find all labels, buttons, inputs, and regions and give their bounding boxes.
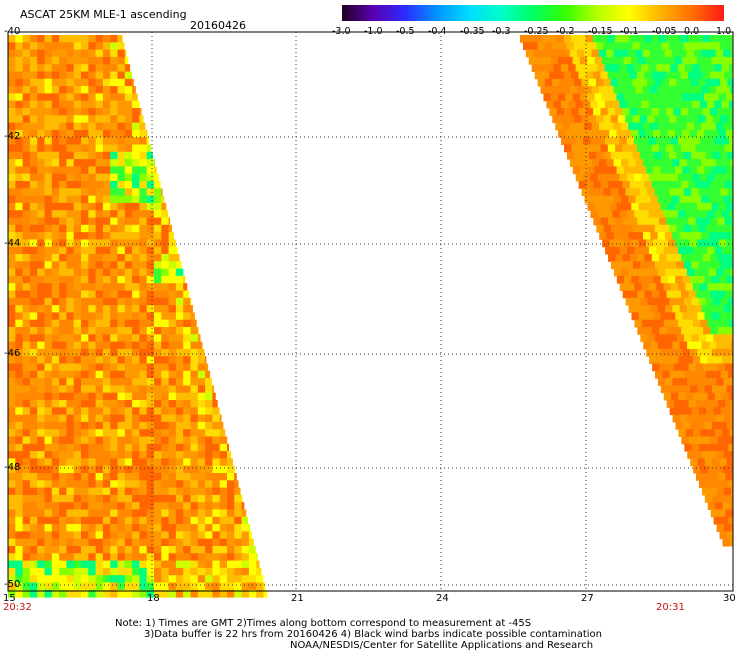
lat-label: -48 [4,462,21,473]
lat-label: -42 [4,131,21,142]
colorbar-gradient [342,5,724,21]
note-line-1: Note: 1) Times are GMT 2)Times along bot… [115,618,532,629]
lon-label: 27 [581,593,594,604]
right-time-label: 20:31 [656,602,685,613]
lat-label: -40 [4,26,21,37]
note-line-2: 3)Data buffer is 22 hrs from 20160426 4)… [144,629,602,640]
note-line-3: NOAA/NESDIS/Center for Satellite Applica… [290,640,594,651]
swath-right [520,35,734,547]
lat-label: -50 [4,579,21,590]
colorbar [342,5,724,21]
lat-label: -44 [4,238,21,249]
lon-label: 24 [436,593,449,604]
lon-label: 21 [291,593,304,604]
lat-label: -46 [4,348,21,359]
lon-label: 15 [3,593,16,604]
lon-label: 30 [723,593,736,604]
swath-left [8,35,268,598]
product-title: ASCAT 25KM MLE-1 ascending [20,8,187,21]
map-frame [7,31,734,592]
product-date: 20160426 [190,19,246,32]
lon-label: 18 [147,593,160,604]
left-time-label: 20:32 [3,602,32,613]
